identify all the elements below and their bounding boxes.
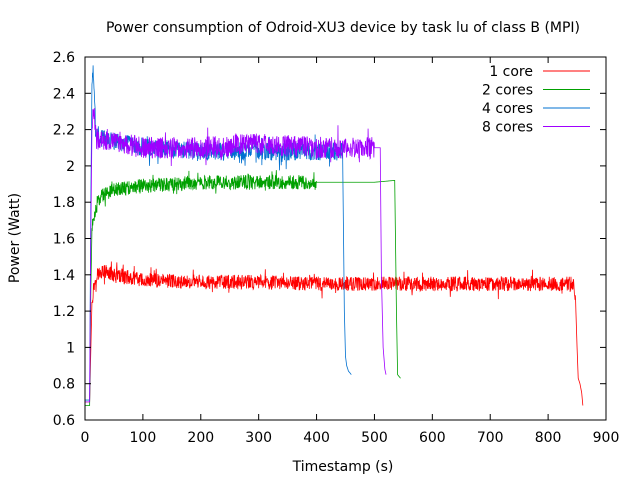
y-tick-label: 2 [66, 159, 75, 175]
x-tick-label: 300 [245, 430, 272, 446]
y-tick-label: 1.2 [53, 304, 75, 320]
y-tick-label: 2.6 [53, 50, 75, 66]
series-line-1-core [85, 261, 584, 406]
x-tick-label: 600 [419, 430, 446, 446]
axes: 0 100 200 300 400 500 600 700 800 900 0.6 0.8 1 1.2 1.… [53, 50, 620, 446]
x-tick-label: 0 [81, 430, 90, 446]
plot-area [85, 65, 584, 406]
chart-title: Power consumption of Odroid-XU3 device b… [106, 20, 580, 36]
x-tick-label: 100 [130, 430, 157, 446]
legend-label: 2 cores [482, 83, 533, 99]
y-tick-label: 1 [66, 340, 75, 356]
x-tick-label: 700 [477, 430, 504, 446]
x-tick-label: 500 [361, 430, 388, 446]
legend-label: 8 cores [482, 120, 533, 136]
y-tick-label: 0.6 [53, 413, 75, 429]
series-line-4-cores [85, 65, 352, 401]
x-tick-label: 900 [593, 430, 620, 446]
series-line-8-cores [85, 108, 387, 403]
x-axis-label: Timestamp (s) [292, 459, 394, 475]
y-tick-label: 0.8 [53, 377, 75, 393]
legend: 1 core 2 cores 4 cores 8 cores [482, 64, 590, 136]
y-axis-label: Power (Watt) [7, 193, 23, 283]
x-tick-label: 800 [535, 430, 562, 446]
y-tick-label: 1.6 [53, 232, 75, 248]
y-tick-label: 1.4 [53, 268, 75, 284]
series-line-2-cores [85, 170, 401, 406]
y-tick-label: 2.4 [53, 86, 75, 102]
x-tick-label: 200 [187, 430, 214, 446]
y-tick-label: 1.8 [53, 195, 75, 211]
x-tick-label: 400 [303, 430, 330, 446]
legend-label: 1 core [489, 64, 533, 80]
y-tick-label: 2.2 [53, 123, 75, 139]
legend-label: 4 cores [482, 101, 533, 117]
